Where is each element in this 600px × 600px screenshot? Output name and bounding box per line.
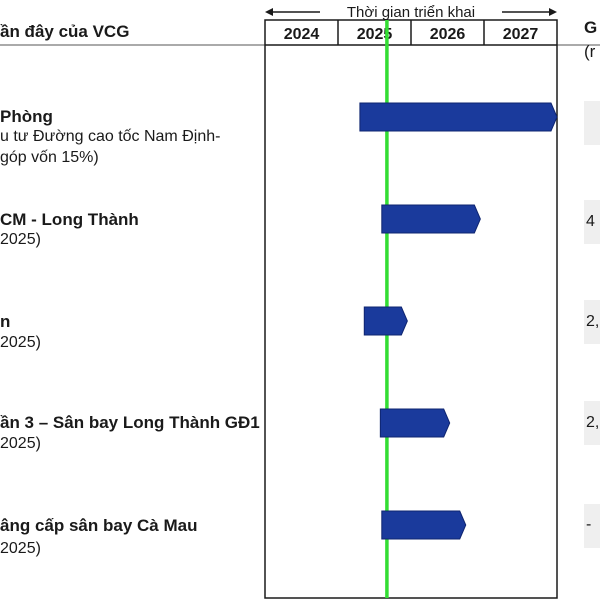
value-text: -	[586, 516, 592, 533]
arrow-right-icon	[549, 8, 557, 16]
timeline-bar	[359, 102, 558, 132]
value-text: 2,	[586, 414, 600, 431]
value-cell	[584, 401, 600, 445]
project-name: Phòng	[0, 107, 53, 126]
year-label: 2025	[357, 26, 393, 43]
project-subtitle: 2025)	[0, 231, 41, 248]
project-subtitle: góp vốn 15%)	[0, 149, 99, 166]
project-subtitle: 2025)	[0, 334, 41, 351]
value-cell	[584, 200, 600, 244]
arrow-left-icon	[265, 8, 273, 16]
timeline-bar	[379, 408, 451, 438]
year-label: 2026	[430, 26, 466, 43]
project-name: ần 3 – Sân bay Long Thành GĐ1	[0, 413, 260, 432]
timeline-bar	[381, 204, 481, 234]
timeline-bar	[363, 306, 408, 336]
value-text: 2,	[586, 313, 600, 330]
right-column-header: G	[584, 18, 598, 37]
project-name: n	[0, 312, 11, 331]
value-text: 4	[586, 213, 595, 230]
project-subtitle: 2025)	[0, 540, 41, 557]
value-cell	[584, 300, 600, 344]
year-label: 2027	[503, 26, 539, 43]
value-cell	[584, 504, 600, 548]
table-header: ần đây của VCG	[0, 22, 130, 41]
timeline-title: Thời gian triển khai	[347, 4, 475, 21]
right-column-unit: (r	[584, 42, 596, 61]
project-subtitle: 2025)	[0, 435, 41, 452]
project-name: âng cấp sân bay Cà Mau	[0, 516, 198, 535]
year-label: 2024	[284, 26, 320, 43]
project-name: CM - Long Thành	[0, 210, 139, 229]
project-subtitle: u tư Đường cao tốc Nam Định-	[0, 128, 221, 145]
timeline-bar	[381, 510, 467, 540]
value-cell	[584, 101, 600, 145]
